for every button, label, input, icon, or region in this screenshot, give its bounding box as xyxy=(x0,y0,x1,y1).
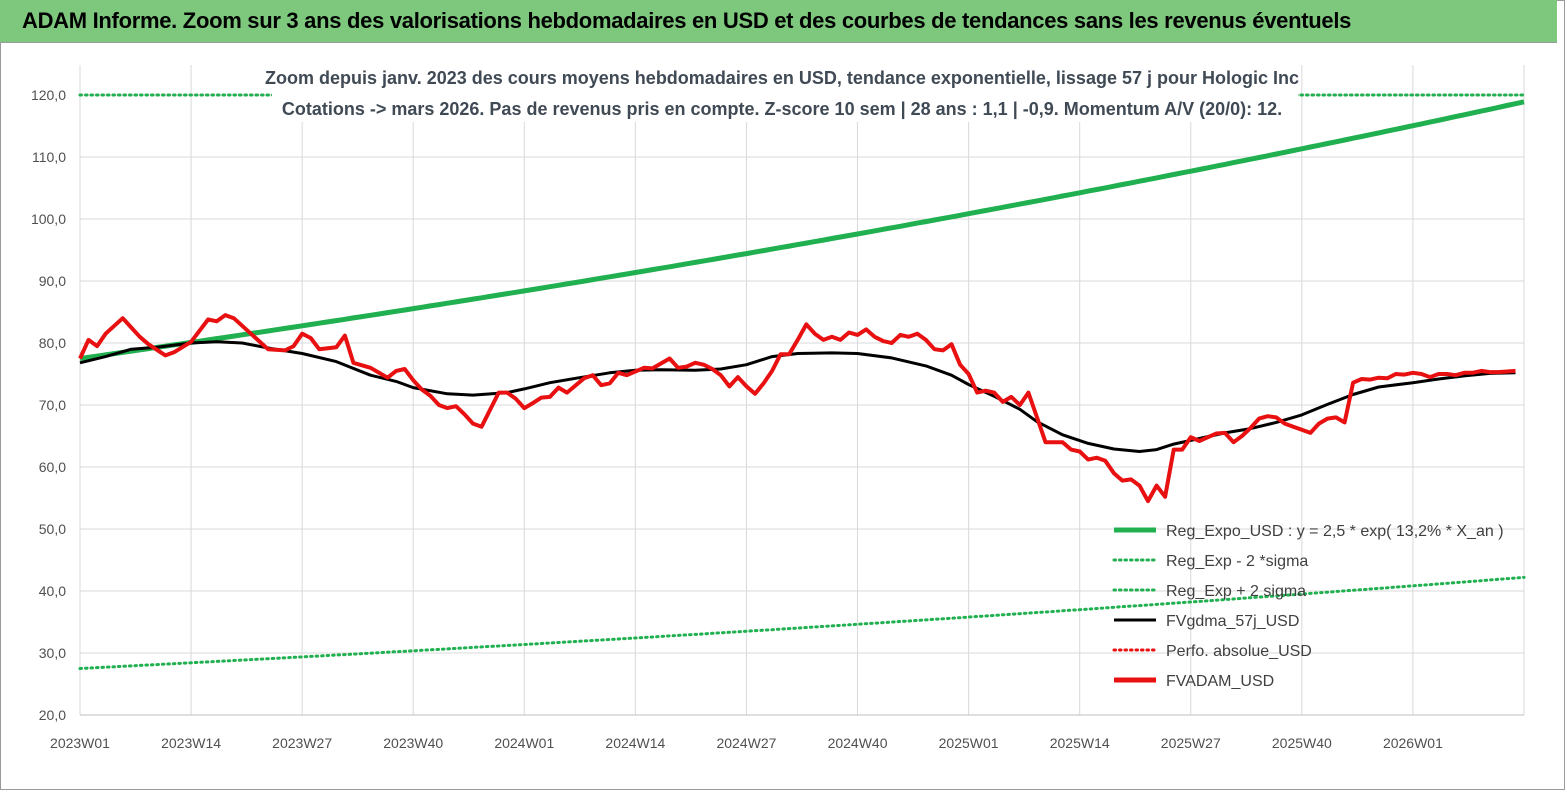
y-axis-ticks: 20,0 30,0 40,0 50,0 60,0 70,0 80,0 90,0 100,0 110… xyxy=(31,87,66,723)
series-line-reg-exp-2-sigma xyxy=(78,575,1526,670)
header-bar: ADAM Informe. Zoom sur 3 ans des valoris… xyxy=(0,0,1557,43)
legend-label: Reg_Expo_USD : y = 2,5 * exp( 13,2% * X_… xyxy=(1166,523,1504,540)
legend-label: Perfo. absolue_USD xyxy=(1166,643,1312,660)
y-tick-label: 100,0 xyxy=(31,211,66,227)
y-tick-label: 40,0 xyxy=(39,583,66,599)
y-tick-label: 70,0 xyxy=(39,397,66,413)
chart-title-line-2: Cotations -> mars 2026. Pas de revenus p… xyxy=(282,99,1282,119)
legend-label: Reg_Exp + 2 sigma xyxy=(1166,583,1306,600)
y-tick-label: 80,0 xyxy=(39,335,66,351)
y-tick-label: 50,0 xyxy=(39,521,66,537)
x-tick-label: 2024W01 xyxy=(494,735,554,751)
legend-label: FVgdma_57j_USD xyxy=(1166,613,1299,630)
legend-label: FVADAM_USD xyxy=(1166,673,1274,690)
legend: Reg_Expo_USD : y = 2,5 * exp( 13,2% * X_… xyxy=(1112,523,1504,690)
x-tick-label: 2023W01 xyxy=(50,735,110,751)
grid xyxy=(79,65,1525,716)
title-background xyxy=(272,60,1298,122)
page-title: ADAM Informe. Zoom sur 3 ans des valoris… xyxy=(22,8,1352,33)
series-line-fvgdma-57j-usd xyxy=(79,340,1516,453)
y-tick-label: 20,0 xyxy=(39,707,66,723)
x-tick-label: 2024W40 xyxy=(828,735,888,751)
y-tick-label: 60,0 xyxy=(39,459,66,475)
y-tick-label: 30,0 xyxy=(39,645,66,661)
x-tick-label: 2023W27 xyxy=(272,735,332,751)
x-tick-label: 2025W40 xyxy=(1272,735,1332,751)
series-group xyxy=(78,93,1526,670)
x-tick-label: 2023W40 xyxy=(383,735,443,751)
x-tick-label: 2024W14 xyxy=(605,735,665,751)
x-tick-label: 2025W01 xyxy=(939,735,999,751)
x-axis-ticks: 2023W01 2023W14 2023W27 2023W40 2024W01 2024W… xyxy=(50,735,1443,751)
series-line-fvadam-usd xyxy=(78,313,1516,504)
chart-title-line-1: Zoom depuis janv. 2023 des cours moyens … xyxy=(265,68,1299,88)
y-tick-label: 90,0 xyxy=(39,273,66,289)
y-tick-label: 110,0 xyxy=(32,149,66,165)
x-tick-label: 2023W14 xyxy=(161,735,221,751)
x-tick-label: 2025W14 xyxy=(1050,735,1110,751)
x-tick-label: 2025W27 xyxy=(1161,735,1221,751)
y-tick-label: 120,0 xyxy=(31,87,66,103)
series-line-reg-expo-usd xyxy=(79,99,1525,361)
x-tick-label: 2024W27 xyxy=(716,735,776,751)
legend-label: Reg_Exp - 2 *sigma xyxy=(1166,553,1308,570)
x-tick-label: 2026W01 xyxy=(1383,735,1443,751)
